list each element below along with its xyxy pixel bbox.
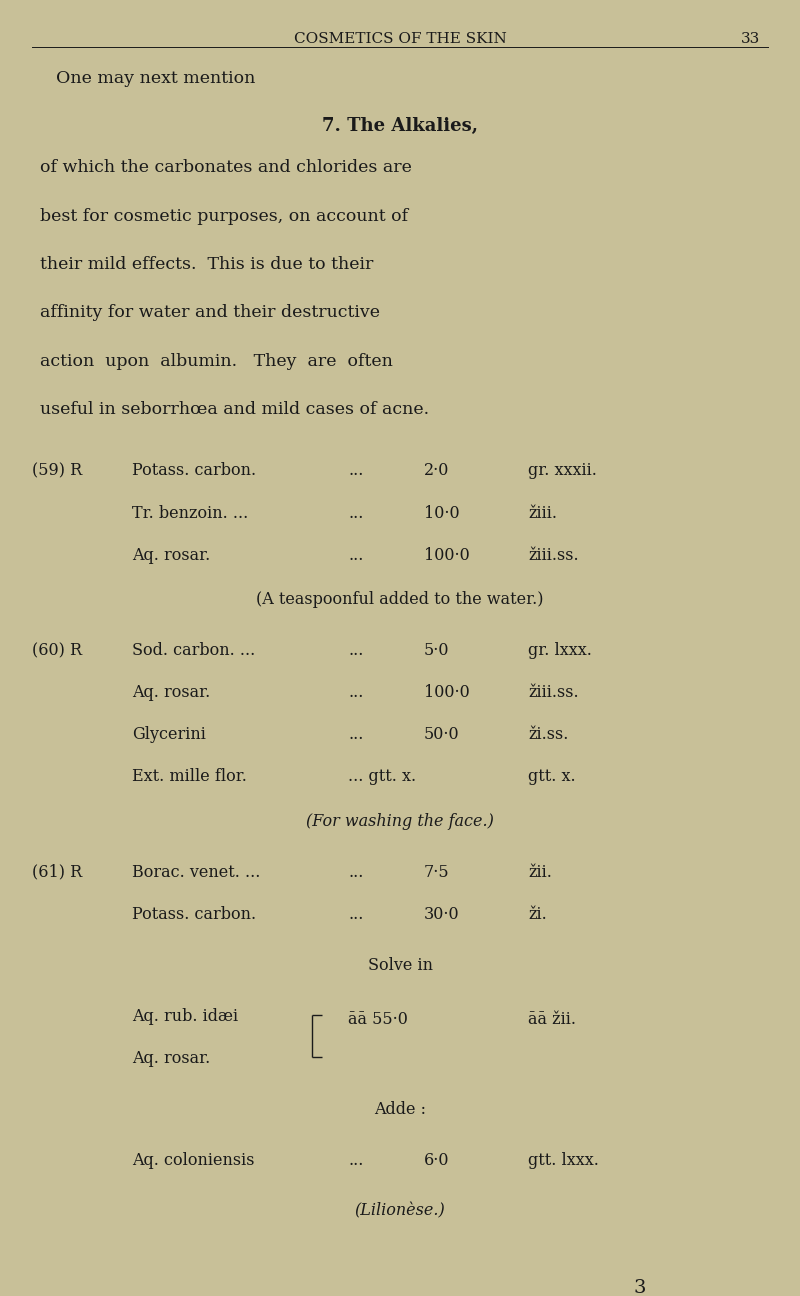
Text: (Lilionèse.): (Lilionèse.) — [354, 1203, 446, 1220]
Text: (For washing the face.): (For washing the face.) — [306, 813, 494, 829]
Text: žiii.ss.: žiii.ss. — [528, 684, 578, 701]
Text: āā žii.: āā žii. — [528, 1011, 576, 1028]
Text: 50·0: 50·0 — [424, 726, 460, 743]
Text: Aq. rosar.: Aq. rosar. — [132, 547, 210, 564]
Text: ...: ... — [348, 642, 363, 660]
Text: 33: 33 — [741, 32, 760, 45]
Text: gr. xxxii.: gr. xxxii. — [528, 463, 597, 480]
Text: One may next mention: One may next mention — [56, 70, 255, 87]
Text: ži.ss.: ži.ss. — [528, 726, 568, 743]
Text: 100·0: 100·0 — [424, 684, 470, 701]
Text: žii.: žii. — [528, 863, 552, 881]
Text: 3: 3 — [634, 1279, 646, 1296]
Text: Borac. venet. ...: Borac. venet. ... — [132, 863, 260, 881]
Text: 7·5: 7·5 — [424, 863, 450, 881]
Text: best for cosmetic purposes, on account of: best for cosmetic purposes, on account o… — [40, 207, 408, 224]
Text: gr. lxxx.: gr. lxxx. — [528, 642, 592, 660]
Text: 10·0: 10·0 — [424, 504, 460, 521]
Text: Adde :: Adde : — [374, 1100, 426, 1117]
Text: Glycerini: Glycerini — [132, 726, 206, 743]
Text: Ext. mille flor.: Ext. mille flor. — [132, 769, 247, 785]
Text: (61) R: (61) R — [32, 863, 82, 881]
Text: of which the carbonates and chlorides are: of which the carbonates and chlorides ar… — [40, 159, 412, 176]
Text: Potass. carbon.: Potass. carbon. — [132, 906, 256, 923]
Text: āā 55·0: āā 55·0 — [348, 1011, 408, 1028]
Text: ...: ... — [348, 1152, 363, 1169]
Text: 2·0: 2·0 — [424, 463, 450, 480]
Text: action  upon  albumin.   They  are  often: action upon albumin. They are often — [40, 353, 393, 369]
Text: ...: ... — [348, 863, 363, 881]
Text: Sod. carbon. ...: Sod. carbon. ... — [132, 642, 255, 660]
Text: ... gtt. x.: ... gtt. x. — [348, 769, 416, 785]
Text: ...: ... — [348, 547, 363, 564]
Text: affinity for water and their destructive: affinity for water and their destructive — [40, 305, 380, 321]
Text: 6·0: 6·0 — [424, 1152, 450, 1169]
Text: COSMETICS OF THE SKIN: COSMETICS OF THE SKIN — [294, 32, 506, 45]
Text: (60) R: (60) R — [32, 642, 82, 660]
Text: (A teaspoonful added to the water.): (A teaspoonful added to the water.) — [256, 591, 544, 608]
Text: 7. The Alkalies,: 7. The Alkalies, — [322, 117, 478, 135]
Text: ži.: ži. — [528, 906, 546, 923]
Text: 5·0: 5·0 — [424, 642, 450, 660]
Text: Tr. benzoin. ...: Tr. benzoin. ... — [132, 504, 248, 521]
Text: gtt. lxxx.: gtt. lxxx. — [528, 1152, 599, 1169]
Text: ...: ... — [348, 906, 363, 923]
Text: their mild effects.  This is due to their: their mild effects. This is due to their — [40, 257, 374, 273]
Text: ...: ... — [348, 504, 363, 521]
Text: gtt. x.: gtt. x. — [528, 769, 576, 785]
Text: Aq. rosar.: Aq. rosar. — [132, 684, 210, 701]
Text: Solve in: Solve in — [367, 956, 433, 973]
Text: Aq. rub. idæi: Aq. rub. idæi — [132, 1008, 238, 1025]
Text: Potass. carbon.: Potass. carbon. — [132, 463, 256, 480]
Text: žiii.: žiii. — [528, 504, 557, 521]
Text: ...: ... — [348, 684, 363, 701]
Text: 30·0: 30·0 — [424, 906, 460, 923]
Text: ...: ... — [348, 726, 363, 743]
Text: Aq. rosar.: Aq. rosar. — [132, 1050, 210, 1067]
Text: ...: ... — [348, 463, 363, 480]
Text: useful in seborrhœa and mild cases of acne.: useful in seborrhœa and mild cases of ac… — [40, 402, 429, 419]
Text: Aq. coloniensis: Aq. coloniensis — [132, 1152, 254, 1169]
Text: (59) R: (59) R — [32, 463, 82, 480]
Text: 100·0: 100·0 — [424, 547, 470, 564]
Text: žiii.ss.: žiii.ss. — [528, 547, 578, 564]
